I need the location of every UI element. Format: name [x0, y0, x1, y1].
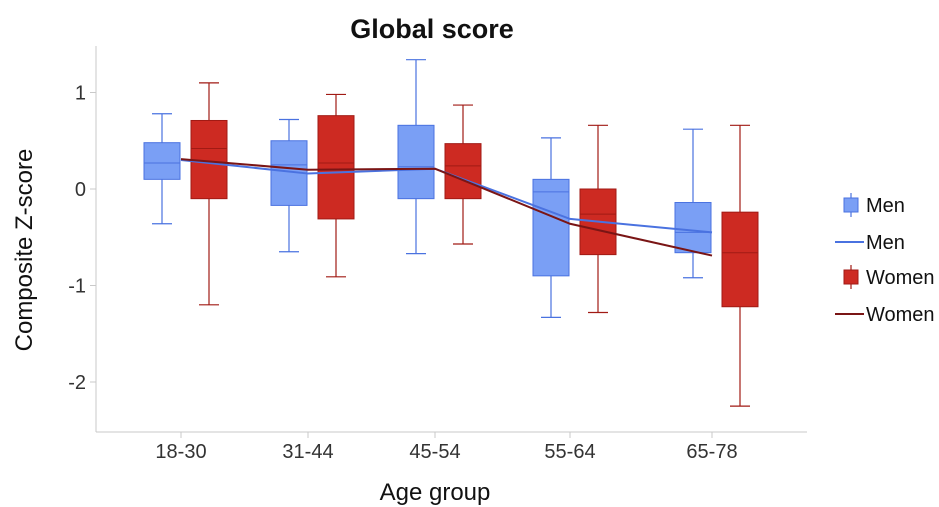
plot-area	[143, 59, 759, 407]
men-box-45-54	[397, 59, 435, 255]
legend-item-men-line: Men	[835, 232, 905, 254]
box-iqr	[317, 115, 355, 220]
box-iqr	[397, 124, 435, 200]
y-axis-label: Composite Z-score	[11, 149, 38, 352]
women-box-55-64	[579, 124, 617, 314]
box-iqr	[143, 142, 181, 180]
legend-item-women-line: Women	[835, 304, 935, 326]
men-box-55-64	[532, 137, 570, 318]
y-tick-label: -2	[68, 372, 86, 394]
box-iqr	[721, 211, 759, 308]
x-tick-label: 18-30	[155, 441, 206, 463]
y-tick-label: 0	[75, 179, 86, 201]
women-box-65-78	[721, 124, 759, 407]
legend-label: Men	[866, 232, 905, 254]
box-iqr	[444, 143, 482, 200]
box-iqr	[674, 202, 712, 254]
legend-swatch-box	[843, 269, 859, 285]
men-box-65-78	[674, 128, 712, 279]
legend-swatch-box	[843, 197, 859, 213]
box-iqr	[532, 178, 570, 277]
x-axis-label: Age group	[380, 479, 491, 506]
women-trend-line	[180, 158, 713, 257]
legend-label: Women	[866, 267, 935, 289]
women-box-31-44	[317, 93, 355, 278]
legend-label: Women	[866, 304, 935, 326]
y-tick-label: -1	[68, 276, 86, 298]
legend: Men Men Women Women	[835, 193, 935, 326]
legend-item-men-box: Men	[843, 193, 905, 217]
women-box-18-30	[190, 82, 228, 306]
men-box-31-44	[270, 118, 308, 253]
legend-item-women-box: Women	[843, 265, 935, 289]
x-axis-ticks: 18-30 31-44 45-54 55-64 65-78	[155, 432, 738, 463]
women-box-45-54	[444, 104, 482, 245]
x-tick-label: 55-64	[544, 441, 595, 463]
chart-title: Global score	[350, 14, 514, 44]
y-tick-label: 1	[75, 83, 86, 105]
x-tick-label: 65-78	[686, 441, 737, 463]
legend-label: Men	[866, 195, 905, 217]
x-tick-label: 31-44	[282, 441, 333, 463]
men-box-18-30	[143, 113, 181, 225]
x-tick-label: 45-54	[409, 441, 460, 463]
y-axis-ticks: 1 0 -1 -2	[68, 83, 96, 394]
